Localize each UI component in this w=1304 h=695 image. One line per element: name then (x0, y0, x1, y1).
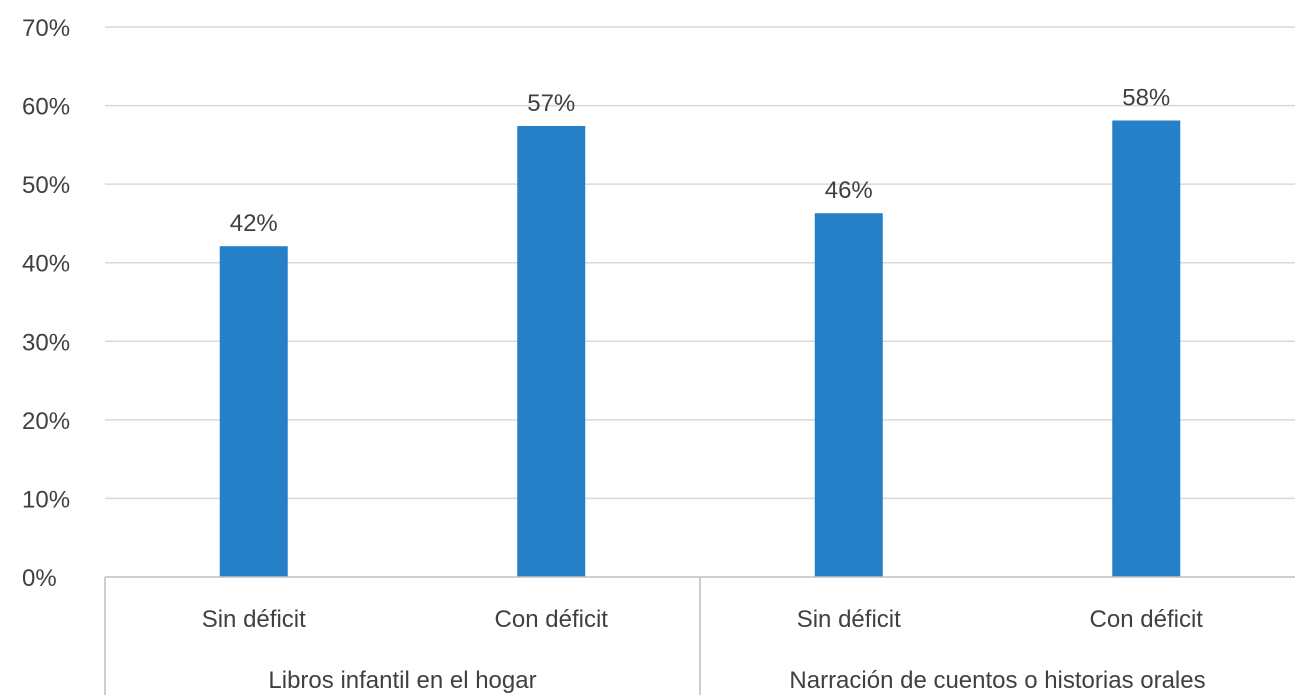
y-tick-label: 20% (22, 408, 70, 435)
x-axis-category-labels: Sin déficit Con déficit Libros infantil en… (202, 606, 1206, 694)
x-category-label: Sin déficit (797, 606, 901, 633)
bar (1112, 120, 1181, 577)
bar (219, 246, 288, 577)
bar (814, 213, 883, 577)
x-group-label: Narración de cuentos o historias orales (789, 667, 1205, 694)
x-axis (104, 576, 1295, 695)
y-tick-label: 60% (22, 94, 70, 121)
gridlines (105, 26, 1295, 500)
y-tick-label: 70% (22, 15, 70, 42)
x-group-label: Libros infantil en el hogar (268, 667, 536, 694)
y-tick-label: 30% (22, 329, 70, 356)
x-category-label: Con déficit (495, 606, 609, 633)
bar-value-label: 57% (527, 90, 575, 117)
y-tick-label: 40% (22, 251, 70, 278)
y-tick-label: 0% (22, 565, 57, 592)
y-axis-tick-labels: 0% 10% 20% 30% 40% 50% 60% 70% (22, 15, 70, 592)
bar-value-label: 46% (825, 177, 873, 204)
y-tick-label: 10% (22, 486, 70, 513)
bar-value-label: 42% (230, 210, 278, 237)
x-category-label: Con déficit (1090, 606, 1204, 633)
bars (219, 120, 1181, 577)
bar-value-label: 58% (1122, 85, 1170, 112)
data-labels: 42% 57% 46% 58% (230, 85, 1171, 238)
x-category-label: Sin déficit (202, 606, 306, 633)
y-tick-label: 50% (22, 172, 70, 199)
bar (517, 126, 586, 577)
